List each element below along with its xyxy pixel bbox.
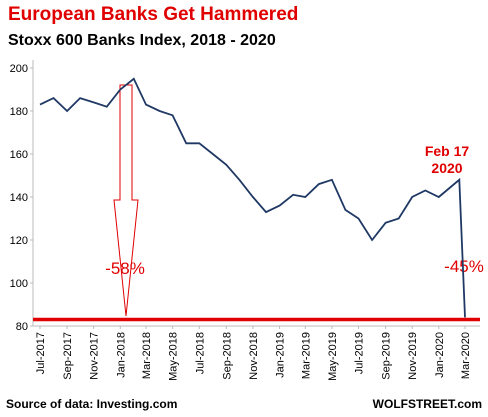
chart-title: European Banks Get Hammered (8, 4, 298, 25)
x-tick-label: Mar-2020 (460, 332, 472, 379)
x-tick-label: Jul-2018 (194, 332, 206, 374)
x-tick-label: Sep-2019 (381, 332, 393, 380)
annotation: Feb 17 (425, 143, 470, 159)
x-tick-label: Nov-2019 (407, 332, 419, 380)
x-tick-label: May-2019 (327, 332, 339, 381)
y-tick-label: 200 (10, 63, 28, 75)
x-tick-label: Nov-2018 (248, 332, 260, 380)
annotation: -45% (444, 257, 484, 276)
annotation: 2020 (431, 160, 462, 176)
x-tick-label: Jan-2019 (275, 332, 287, 378)
x-tick-label: Jan-2018 (115, 332, 127, 378)
line (39, 77, 466, 318)
source: Source of data: Investing.com (6, 397, 177, 411)
y-tick-label: 140 (10, 192, 28, 204)
annotation: -58% (105, 259, 145, 278)
chart-subtitle: Stoxx 600 Banks Index, 2018 - 2020 (8, 32, 276, 49)
x-tick-label: Jul-2019 (354, 332, 366, 374)
x-tick-label: Sep-2017 (62, 332, 74, 380)
y-tick-label: 120 (10, 235, 28, 247)
y-tick-label: 80 (16, 321, 28, 333)
x-tick-label: Nov-2017 (89, 332, 101, 380)
x-tick-label: Jan-2020 (434, 332, 446, 378)
x-tick-label: Mar-2018 (141, 332, 153, 379)
x-tick-label: Sep-2018 (221, 332, 233, 380)
x-tick-label: May-2018 (168, 332, 180, 381)
brand: WOLFSTREET.com (373, 397, 482, 411)
y-tick-label: 180 (10, 106, 28, 118)
x-tick-label: Mar-2019 (300, 332, 312, 379)
x-tick-label: Jul-2017 (35, 332, 47, 374)
arrow (113, 84, 139, 317)
y-tick-label: 160 (10, 149, 28, 161)
y-tick-label: 100 (10, 278, 28, 290)
